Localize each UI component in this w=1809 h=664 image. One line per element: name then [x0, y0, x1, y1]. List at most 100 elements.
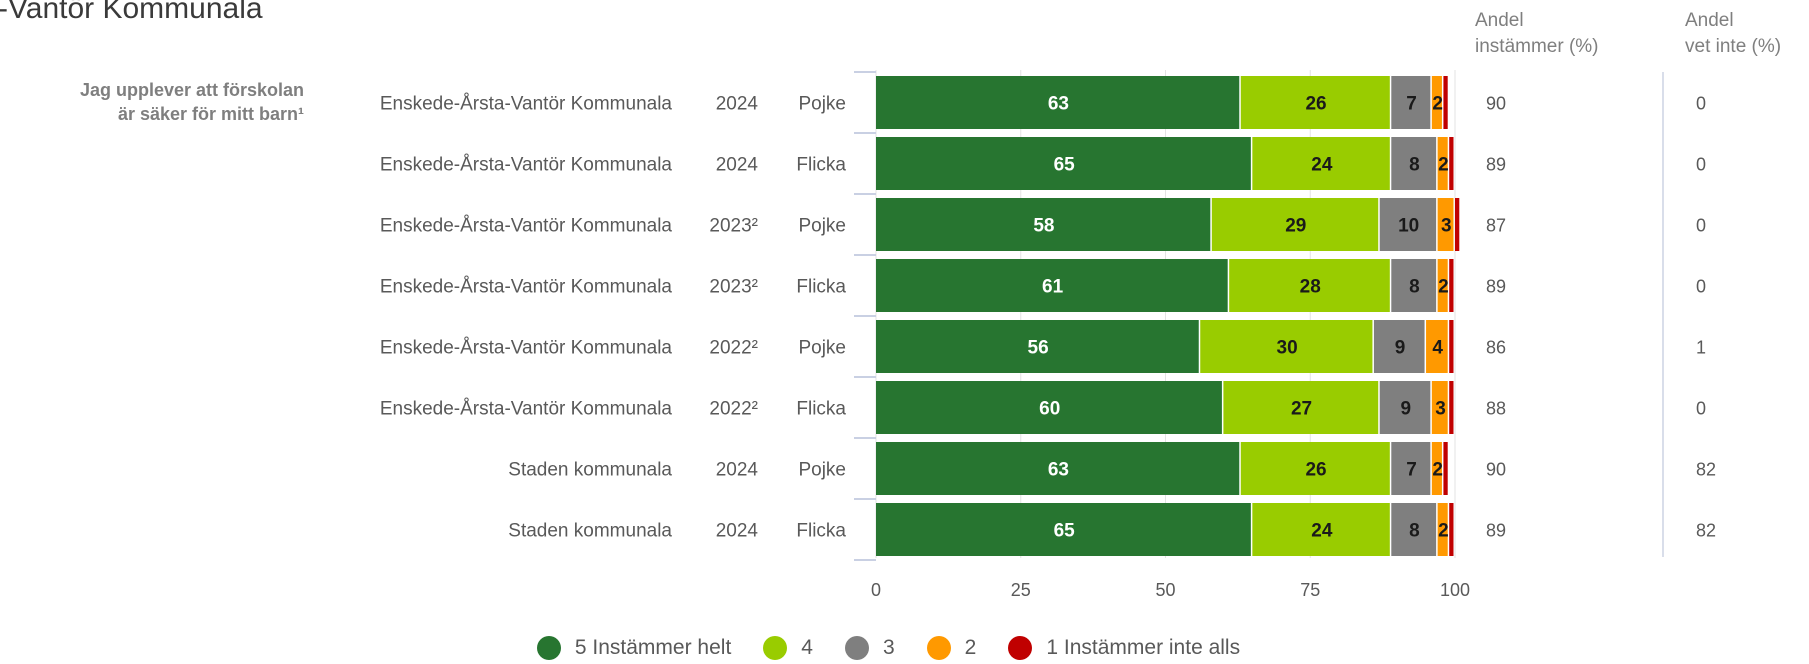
andel-instammer-value: 90: [1486, 94, 1506, 114]
bar-segment: [1431, 442, 1442, 495]
column-header-andel-vet-inte: Andel vet inte (%): [1685, 8, 1781, 60]
bar-segment: [1437, 137, 1448, 190]
row-gender-label: Pojke: [798, 460, 846, 481]
bar-value-label: 26: [1305, 460, 1326, 481]
bar-value-label: 24: [1311, 521, 1333, 542]
header-line: instämmer (%): [1475, 36, 1599, 57]
bar-segment: [876, 320, 1199, 373]
bar-value-label: 65: [1054, 521, 1076, 542]
bar-value-label: 63: [1048, 94, 1069, 115]
legend-item: 3: [844, 636, 895, 660]
bar-value-label: 26: [1305, 94, 1326, 115]
bar-segment: [1426, 320, 1448, 373]
row-unit-label: Enskede-Årsta-Vantör Kommunala: [380, 338, 673, 359]
legend-item: 5 Instämmer helt: [536, 636, 732, 660]
x-tick-label: 100: [1440, 580, 1470, 600]
andel-vet-inte-value: 0: [1696, 216, 1706, 236]
bar-segment: [876, 137, 1251, 190]
bar-segment: [1449, 320, 1454, 373]
column-separator: [1662, 72, 1664, 557]
row-gender-label: Flicka: [796, 521, 846, 542]
legend-swatch: [763, 636, 788, 660]
bar-value-label: 8: [1409, 277, 1420, 298]
row-year-label: 2022²: [709, 399, 758, 420]
bar-value-label: 9: [1400, 399, 1411, 420]
row-year-label: 2023²: [709, 277, 758, 298]
row-unit-label: Enskede-Årsta-Vantör Kommunala: [380, 399, 673, 420]
legend-label: 5 Instämmer helt: [574, 636, 732, 659]
andel-vet-inte-value: 0: [1696, 155, 1706, 175]
andel-vet-inte-value: 1: [1696, 338, 1706, 358]
bar-segment: [1437, 503, 1448, 556]
row-unit-label: Staden kommunala: [508, 460, 672, 481]
bar-segment: [1391, 442, 1431, 495]
bar-segment: [1443, 442, 1448, 495]
bar-segment: [1252, 503, 1390, 556]
andel-instammer-value: 86: [1486, 338, 1506, 358]
andel-vet-inte-value: 0: [1696, 399, 1706, 419]
x-tick-label: 0: [871, 580, 881, 600]
row-unit-label: Enskede-Årsta-Vantör Kommunala: [380, 155, 673, 176]
andel-vet-inte-value: 0: [1696, 277, 1706, 297]
x-tick-label: 75: [1300, 580, 1320, 600]
row-unit-label: Enskede-Årsta-Vantör Kommunala: [380, 94, 673, 115]
legend: 5 Instämmer helt 4 3 2 1 Instämmer inte alls: [0, 636, 1809, 660]
andel-vet-inte-value: 0: [1696, 94, 1706, 114]
bar-segment: [876, 259, 1228, 312]
legend-swatch: [844, 636, 869, 660]
bar-value-label: 2: [1438, 277, 1449, 298]
row-year-label: 2024: [716, 155, 759, 176]
bar-segment: [1431, 76, 1442, 129]
row-unit-label: Staden kommunala: [508, 521, 672, 542]
andel-vet-inte-value: 82: [1696, 460, 1716, 480]
bar-segment: [1449, 259, 1454, 312]
row-year-label: 2023²: [709, 216, 758, 237]
andel-instammer-value: 87: [1486, 216, 1506, 236]
bar-segment: [1391, 137, 1437, 190]
bar-segment: [876, 198, 1211, 251]
bar-value-label: 7: [1406, 460, 1417, 481]
andel-instammer-value: 89: [1486, 155, 1506, 175]
bar-segment: [1449, 381, 1454, 434]
bar-segment: [1455, 198, 1460, 251]
bar-segment: [1240, 76, 1390, 129]
bar-value-label: 30: [1277, 338, 1298, 359]
page-title: -Vantör Kommunala: [0, 0, 263, 25]
bar-segment: [1449, 137, 1454, 190]
bar-segment: [1437, 259, 1448, 312]
bar-segment: [876, 381, 1222, 434]
header-line: Andel: [1685, 10, 1734, 31]
bar-segment: [1443, 76, 1448, 129]
row-unit-label: Enskede-Årsta-Vantör Kommunala: [380, 277, 673, 298]
bar-segment: [1200, 320, 1373, 373]
bar-value-label: 8: [1409, 521, 1420, 542]
bar-value-label: 58: [1033, 216, 1054, 237]
row-year-label: 2022²: [709, 338, 758, 359]
row-gender-label: Flicka: [796, 155, 846, 176]
bar-value-label: 56: [1028, 338, 1049, 359]
legend-item: 4: [763, 636, 813, 660]
bar-segment: [1437, 198, 1454, 251]
bar-value-label: 8: [1409, 155, 1420, 176]
legend-label: 2: [964, 636, 977, 659]
bar-value-label: 2: [1438, 155, 1449, 176]
legend-swatch: [1008, 636, 1033, 660]
question-line-1: Jag upplever att förskolan: [79, 80, 304, 100]
bar-value-label: 65: [1054, 155, 1076, 176]
bar-value-label: 61: [1042, 277, 1064, 298]
bar-segment: [1379, 381, 1431, 434]
legend-item: 2: [926, 636, 977, 660]
bar-segment: [1391, 259, 1437, 312]
bar-value-label: 27: [1291, 399, 1312, 420]
header-line: Andel: [1475, 10, 1524, 31]
bar-segment: [1223, 381, 1379, 434]
andel-instammer-value: 90: [1486, 460, 1506, 480]
bar-segment: [876, 442, 1240, 495]
andel-instammer-value: 88: [1486, 399, 1506, 419]
row-gender-label: Pojke: [798, 338, 846, 359]
bar-segment: [1391, 503, 1437, 556]
row-gender-label: Flicka: [796, 277, 846, 298]
bar-value-label: 63: [1048, 460, 1069, 481]
bar-value-label: 3: [1441, 216, 1452, 237]
